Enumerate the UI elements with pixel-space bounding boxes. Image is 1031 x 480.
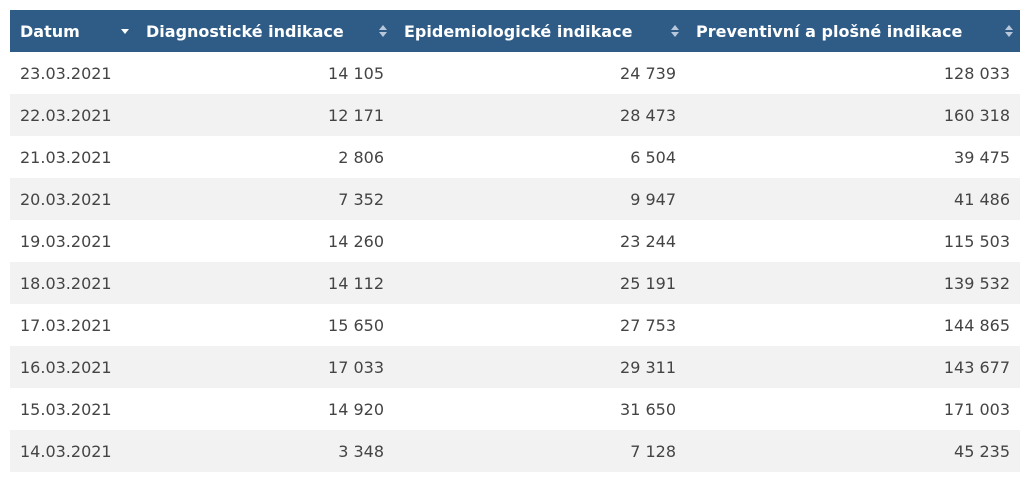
cell-diagnostic: 15 650 xyxy=(328,315,384,335)
cell-date: 18.03.2021 xyxy=(20,273,112,293)
sort-both-icon xyxy=(379,25,387,37)
cell-date: 22.03.2021 xyxy=(20,105,112,125)
column-header-label: Epidemiologické indikace xyxy=(404,21,633,41)
cell-preventive: 143 677 xyxy=(943,357,1010,377)
cell-epidemiologic: 29 311 xyxy=(620,357,676,377)
cell-date: 23.03.2021 xyxy=(20,63,112,83)
cell-epidemiologic: 31 650 xyxy=(620,399,676,419)
column-header-preventivni[interactable]: Preventivní a plošné indikace xyxy=(686,10,1020,52)
table-row: 19.03.2021 14 260 23 244 115 503 xyxy=(10,220,1020,262)
data-table-container: Datum Diagnostické indikace Epidemiologi… xyxy=(10,10,1020,472)
column-header-diagnosticke[interactable]: Diagnostické indikace xyxy=(136,10,394,52)
cell-diagnostic: 12 171 xyxy=(328,105,384,125)
table-row: 23.03.2021 14 105 24 739 128 033 xyxy=(10,52,1020,94)
cell-epidemiologic: 9 947 xyxy=(630,189,676,209)
cell-date: 17.03.2021 xyxy=(20,315,112,335)
cell-diagnostic: 17 033 xyxy=(328,357,384,377)
column-header-datum[interactable]: Datum xyxy=(10,10,136,52)
table-row: 16.03.2021 17 033 29 311 143 677 xyxy=(10,346,1020,388)
table-header-row: Datum Diagnostické indikace Epidemiologi… xyxy=(10,10,1020,52)
cell-preventive: 128 033 xyxy=(943,63,1010,83)
sort-both-icon xyxy=(671,25,679,37)
cell-preventive: 39 475 xyxy=(954,147,1010,167)
table-row: 17.03.2021 15 650 27 753 144 865 xyxy=(10,304,1020,346)
cell-date: 20.03.2021 xyxy=(20,189,112,209)
column-header-epidemiologicke[interactable]: Epidemiologické indikace xyxy=(394,10,686,52)
cell-preventive: 160 318 xyxy=(943,105,1010,125)
cell-preventive: 41 486 xyxy=(954,189,1010,209)
cell-date: 19.03.2021 xyxy=(20,231,112,251)
column-header-label: Preventivní a plošné indikace xyxy=(696,21,963,41)
table-row: 14.03.2021 3 348 7 128 45 235 xyxy=(10,430,1020,472)
cell-preventive: 144 865 xyxy=(943,315,1010,335)
cell-date: 16.03.2021 xyxy=(20,357,112,377)
cell-diagnostic: 14 260 xyxy=(328,231,384,251)
data-table: Datum Diagnostické indikace Epidemiologi… xyxy=(10,10,1020,472)
table-row: 15.03.2021 14 920 31 650 171 003 xyxy=(10,388,1020,430)
cell-epidemiologic: 6 504 xyxy=(630,147,676,167)
cell-epidemiologic: 28 473 xyxy=(620,105,676,125)
column-header-label: Datum xyxy=(20,21,80,41)
cell-diagnostic: 14 920 xyxy=(328,399,384,419)
cell-epidemiologic: 23 244 xyxy=(620,231,676,251)
cell-date: 15.03.2021 xyxy=(20,399,112,419)
cell-epidemiologic: 24 739 xyxy=(620,63,676,83)
cell-preventive: 171 003 xyxy=(943,399,1010,419)
cell-date: 21.03.2021 xyxy=(20,147,112,167)
cell-diagnostic: 14 105 xyxy=(328,63,384,83)
cell-epidemiologic: 7 128 xyxy=(630,441,676,461)
table-row: 22.03.2021 12 171 28 473 160 318 xyxy=(10,94,1020,136)
sort-both-icon xyxy=(1005,25,1013,37)
cell-diagnostic: 3 348 xyxy=(338,441,384,461)
cell-diagnostic: 7 352 xyxy=(338,189,384,209)
cell-preventive: 139 532 xyxy=(943,273,1010,293)
table-row: 18.03.2021 14 112 25 191 139 532 xyxy=(10,262,1020,304)
cell-epidemiologic: 25 191 xyxy=(620,273,676,293)
cell-diagnostic: 2 806 xyxy=(338,147,384,167)
cell-epidemiologic: 27 753 xyxy=(620,315,676,335)
cell-preventive: 115 503 xyxy=(943,231,1010,251)
cell-date: 14.03.2021 xyxy=(20,441,112,461)
column-header-label: Diagnostické indikace xyxy=(146,21,344,41)
cell-diagnostic: 14 112 xyxy=(328,273,384,293)
table-row: 20.03.2021 7 352 9 947 41 486 xyxy=(10,178,1020,220)
sort-desc-icon xyxy=(121,29,129,34)
cell-preventive: 45 235 xyxy=(954,441,1010,461)
table-row: 21.03.2021 2 806 6 504 39 475 xyxy=(10,136,1020,178)
